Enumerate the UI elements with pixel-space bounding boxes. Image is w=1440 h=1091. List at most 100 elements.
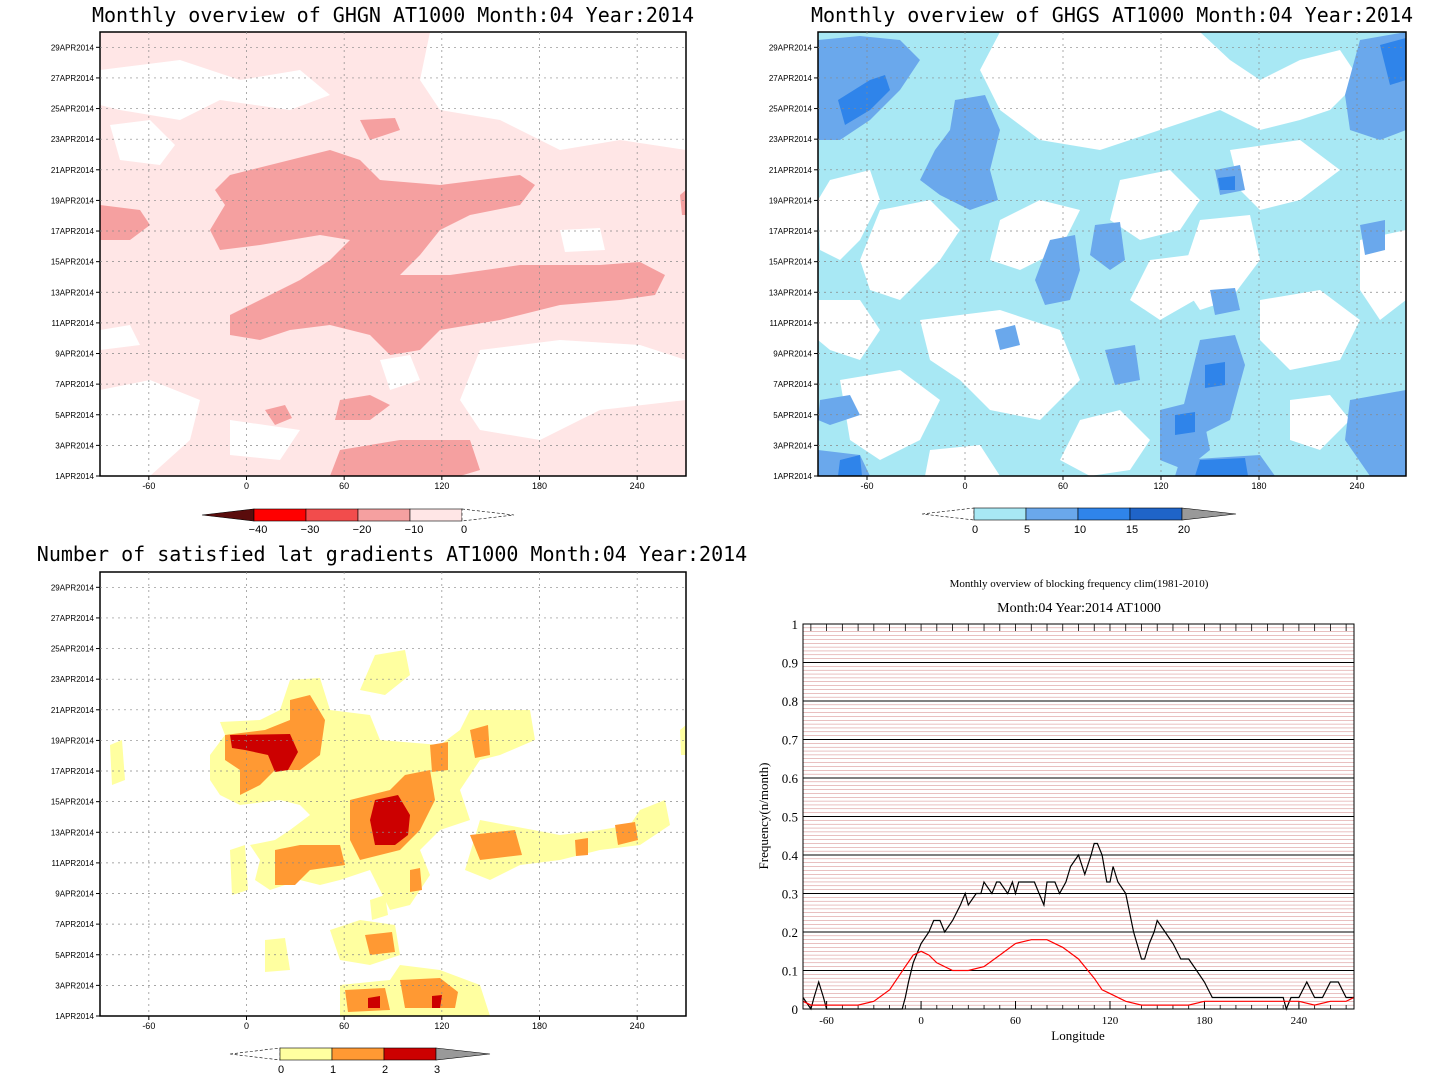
ghgs-y-tick-label: 23APR2014 (769, 135, 813, 144)
lat-y-tick-label: 23APR2014 (51, 675, 95, 684)
ghgs-x-tick-label: -60 (860, 481, 873, 491)
freq-series-climatology (802, 939, 1355, 1006)
lat-title: Number of satisfied lat gradients AT1000… (37, 542, 747, 566)
ghgs-frame (817, 31, 1407, 477)
ghgs-cb-label-0: 0 (972, 524, 978, 536)
ghgn-y-tick-label: 11APR2014 (51, 319, 94, 328)
lat-grid (100, 572, 686, 1016)
lat-y-tick-label: 21APR2014 (51, 706, 95, 715)
freq-panel: Monthly overview of blocking frequency c… (756, 578, 1355, 1043)
ghgn-y-tick-label: 1APR2014 (55, 472, 94, 481)
ghgn-y-ticks: 1APR2014 3APR2014 5APR2014 7APR2014 9APR2014… (51, 43, 100, 481)
ghgn-y-tick-label: 29APR2014 (51, 43, 95, 52)
ghgn-y-tick-label: 17APR2014 (51, 227, 95, 236)
lat-x-tick-label: 240 (630, 1021, 645, 1031)
ghgs-x-tick-label: 180 (1251, 481, 1266, 491)
freq-x-tick-label: 240 (1291, 1015, 1308, 1027)
lat-x-tick-label: -60 (142, 1021, 155, 1031)
lat-y-tick-label: 15APR2014 (51, 798, 95, 807)
freq-y-tick-label: 0.8 (782, 694, 798, 709)
lat-y-tick-label: 5APR2014 (55, 951, 94, 960)
lat-cb-label-0: 0 (278, 1064, 284, 1076)
ghgs-cb-label-1: 5 (1024, 524, 1030, 536)
ghgs-grid (818, 32, 1406, 476)
ghgn-cb-label-1: −30 (301, 524, 320, 536)
ghgs-white-area (980, 32, 1360, 150)
lat-panel: Number of satisfied lat gradients AT1000… (37, 542, 747, 1076)
ghgs-y-tick-label: 29APR2014 (769, 43, 813, 52)
ghgn-title: Monthly overview of GHGN AT1000 Month:04… (92, 3, 694, 27)
ghgn-y-tick-label: 5APR2014 (55, 411, 94, 420)
ghgs-y-tick-label: 9APR2014 (773, 350, 812, 359)
freq-y-tick-label: 0.7 (782, 733, 799, 748)
ghgs-x-tick-label: 240 (1349, 481, 1364, 491)
ghgs-y-ticks: 1APR2014 3APR2014 5APR2014 7APR2014 9APR2014… (769, 43, 818, 481)
ghgn-y-tick-label: 15APR2014 (51, 258, 95, 267)
freq-x-tick-label: 0 (918, 1015, 924, 1027)
freq-series-observed (802, 842, 1354, 1011)
ghgn-cb-label-3: −10 (405, 524, 424, 536)
lat-field (100, 572, 686, 1016)
freq-x-tick-label: -60 (819, 1015, 834, 1027)
ghgn-x-tick-label: 240 (630, 481, 645, 491)
ghgs-y-tick-label: 5APR2014 (773, 411, 812, 420)
ghgn-x-tick-label: 120 (434, 481, 449, 491)
lat-y-tick-label: 11APR2014 (51, 859, 94, 868)
ghgn-x-tick-label: -60 (142, 481, 155, 491)
ghgs-x-ticks: -60 0 60 120 180 240 (860, 476, 1365, 491)
lat-y-tick-label: 13APR2014 (51, 828, 95, 837)
lat-y-tick-label: 7APR2014 (55, 920, 94, 929)
ghgs-y-tick-label: 17APR2014 (769, 227, 813, 236)
ghgn-x-ticks: -60 0 60 120 180 240 (142, 476, 645, 491)
lat-x-tick-label: 0 (244, 1021, 249, 1031)
ghgs-field (818, 32, 1406, 476)
lat-y-tick-label: 29APR2014 (51, 583, 95, 592)
ghgn-panel: Monthly overview of GHGN AT1000 Month:04… (51, 3, 694, 536)
lat-y-tick-label: 3APR2014 (55, 981, 94, 990)
freq-y-tick-label: 0.6 (782, 771, 799, 786)
ghgs-colorbar: 0 5 10 15 20 (921, 507, 1237, 536)
lat-x-tick-label: 60 (339, 1021, 349, 1031)
ghgn-y-tick-label: 21APR2014 (51, 166, 95, 175)
lat-level-2-area (230, 734, 298, 772)
lat-cb-label-2: 2 (382, 1064, 388, 1076)
lat-x-ticks: -60 0 60 120 180 240 (142, 1016, 645, 1031)
ghgs-x-tick-label: 0 (962, 481, 967, 491)
ghgs-y-tick-label: 15APR2014 (769, 258, 813, 267)
freq-y-tick-label: 0 (792, 1002, 799, 1017)
freq-y-tick-label: 0.9 (782, 656, 798, 671)
ghgn-y-tick-label: 9APR2014 (55, 350, 94, 359)
lat-y-tick-label: 19APR2014 (51, 736, 95, 745)
ghgs-panel: Monthly overview of GHGS AT1000 Month:04… (769, 3, 1413, 536)
ghgn-y-tick-label: 27APR2014 (51, 74, 95, 83)
ghgs-title: Monthly overview of GHGS AT1000 Month:04… (811, 3, 1413, 27)
lat-y-ticks: 1APR2014 3APR2014 5APR2014 7APR2014 9APR2014… (51, 583, 100, 1021)
ghgn-frame (99, 31, 687, 477)
freq-ticks: 0 0.1 0.2 0.3 0.4 0.5 0.6 0.7 0.8 0.9 1 -60 0 60 120 18… (782, 617, 1347, 1027)
freq-subtitle: Month:04 Year:2014 AT1000 (997, 601, 1161, 616)
freq-frame (802, 623, 1355, 1010)
freq-x-tick-label: 60 (1010, 1015, 1022, 1027)
freq-y-tick-label: 0.4 (782, 848, 799, 863)
ghgs-y-tick-label: 25APR2014 (769, 105, 813, 114)
ghgn-y-tick-label: 7APR2014 (55, 380, 94, 389)
lat-colorbar: 0 1 2 3 (229, 1047, 491, 1076)
ghgs-cb-label-2: 10 (1074, 524, 1086, 536)
ghgn-colorbar: −40 −30 −20 −10 0 (201, 508, 515, 536)
ghgn-cb-label-4: 0 (461, 524, 467, 536)
ghgs-y-tick-label: 27APR2014 (769, 74, 813, 83)
ghgn-grid (100, 32, 686, 476)
ghgn-y-tick-label: 19APR2014 (51, 196, 95, 205)
ghgn-y-tick-label: 13APR2014 (51, 288, 95, 297)
lat-y-tick-label: 27APR2014 (51, 614, 95, 623)
ghgn-cb-label-2: −20 (353, 524, 372, 536)
lat-y-tick-label: 17APR2014 (51, 767, 95, 776)
ghgs-y-tick-label: 1APR2014 (773, 472, 812, 481)
ghgs-x-tick-label: 120 (1153, 481, 1168, 491)
ghgn-x-tick-label: 60 (339, 481, 349, 491)
ghgn-y-tick-label: 25APR2014 (51, 105, 95, 114)
lat-cb-label-3: 3 (434, 1064, 440, 1076)
freq-xlabel: Longitude (1051, 1028, 1105, 1043)
freq-x-tick-label: 180 (1196, 1015, 1213, 1027)
